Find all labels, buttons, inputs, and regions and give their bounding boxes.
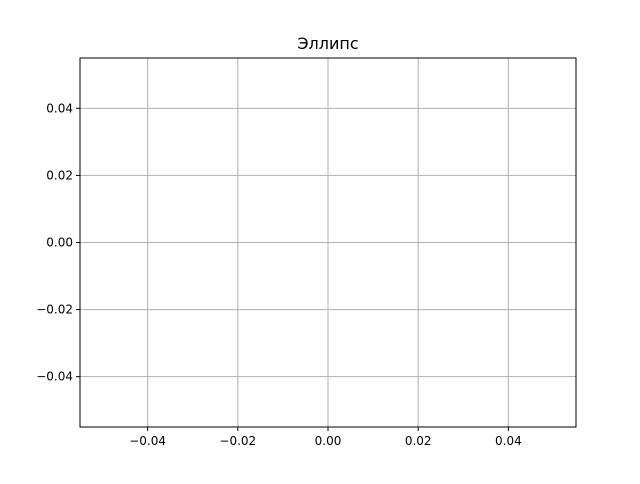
y-tick-label: −0.04 xyxy=(36,370,73,384)
x-axis: −0.04 −0.02 0.00 0.02 0.04 xyxy=(129,427,522,448)
x-tick-label: 0.04 xyxy=(495,434,522,448)
x-tick-label: 0.00 xyxy=(315,434,342,448)
x-tick-label: 0.02 xyxy=(405,434,432,448)
y-tick-label: 0.02 xyxy=(46,168,73,182)
y-tick-label: 0.04 xyxy=(46,101,73,115)
y-tick-label: −0.02 xyxy=(36,303,73,317)
grid-lines xyxy=(80,58,576,427)
chart-title: Эллипс xyxy=(297,34,358,53)
y-tick-label: 0.00 xyxy=(46,236,73,250)
x-tick-label: −0.04 xyxy=(129,434,166,448)
x-tick-label: −0.02 xyxy=(219,434,256,448)
y-axis: −0.04 −0.02 0.00 0.02 0.04 xyxy=(36,101,80,384)
